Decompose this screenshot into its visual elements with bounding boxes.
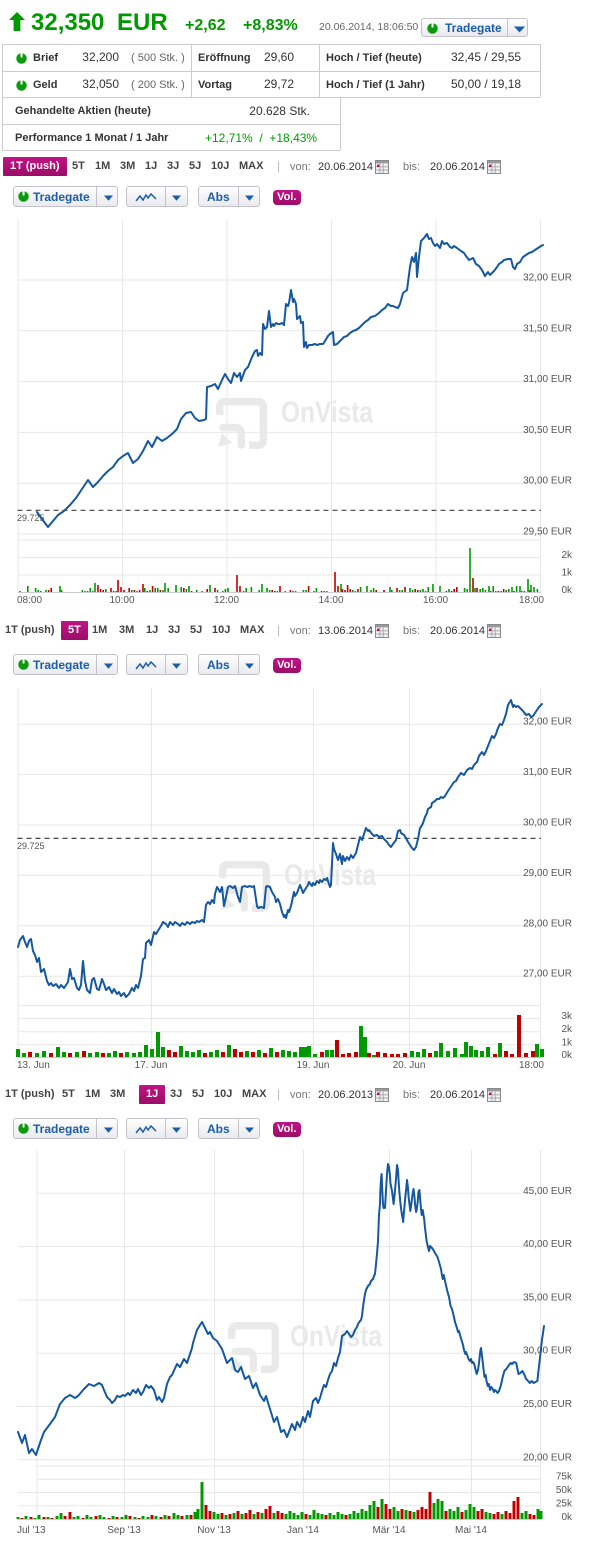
svg-text:0k: 0k	[561, 1050, 573, 1061]
svg-text:Nov '13: Nov '13	[197, 1525, 231, 1536]
svg-text:18:00: 18:00	[519, 1060, 544, 1071]
svg-text:0k: 0k	[561, 585, 573, 596]
svg-text:50k: 50k	[556, 1485, 573, 1496]
svg-text:29,50 EUR: 29,50 EUR	[523, 527, 572, 538]
svg-text:28,00 EUR: 28,00 EUR	[523, 918, 572, 929]
svg-text:31,00 EUR: 31,00 EUR	[523, 374, 572, 385]
svg-text:35,00 EUR: 35,00 EUR	[523, 1292, 572, 1303]
svg-text:10:00: 10:00	[109, 595, 134, 606]
svg-text:Sep '13: Sep '13	[107, 1525, 141, 1536]
svg-text:32,00 EUR: 32,00 EUR	[523, 717, 572, 728]
svg-text:20,00 EUR: 20,00 EUR	[523, 1452, 572, 1463]
svg-text:08:00: 08:00	[17, 595, 42, 606]
svg-text:30,00 EUR: 30,00 EUR	[523, 476, 572, 487]
svg-text:27,00 EUR: 27,00 EUR	[523, 969, 572, 980]
svg-text:40,00 EUR: 40,00 EUR	[523, 1239, 572, 1250]
svg-text:3k: 3k	[561, 1011, 573, 1022]
svg-text:1k: 1k	[561, 568, 573, 579]
svg-text:29,00 EUR: 29,00 EUR	[523, 868, 572, 879]
svg-text:2k: 2k	[561, 1024, 573, 1035]
svg-text:14:00: 14:00	[318, 595, 343, 606]
svg-text:25k: 25k	[556, 1498, 573, 1509]
svg-text:30,50 EUR: 30,50 EUR	[523, 425, 572, 436]
svg-text:2k: 2k	[561, 550, 573, 561]
svg-text:OnVista: OnVista	[281, 396, 373, 429]
svg-text:1k: 1k	[561, 1037, 573, 1048]
svg-text:17. Jun: 17. Jun	[135, 1060, 168, 1071]
svg-text:16:00: 16:00	[423, 595, 448, 606]
svg-text:29.725: 29.725	[17, 513, 45, 523]
svg-text:29.725: 29.725	[17, 841, 45, 851]
svg-text:30,00 EUR: 30,00 EUR	[523, 818, 572, 829]
svg-text:45,00 EUR: 45,00 EUR	[523, 1186, 572, 1197]
svg-text:Jul '13: Jul '13	[17, 1525, 46, 1536]
svg-text:30,00 EUR: 30,00 EUR	[523, 1346, 572, 1357]
svg-text:13. Jun: 13. Jun	[17, 1060, 50, 1071]
svg-text:0k: 0k	[561, 1512, 573, 1523]
svg-text:31,50 EUR: 31,50 EUR	[523, 323, 572, 334]
svg-text:20. Jun: 20. Jun	[393, 1060, 426, 1071]
svg-text:Mär '14: Mär '14	[372, 1525, 405, 1536]
svg-text:OnVista: OnVista	[290, 1320, 382, 1353]
svg-text:32,00 EUR: 32,00 EUR	[523, 273, 572, 284]
svg-text:12:00: 12:00	[214, 595, 239, 606]
svg-text:Jan '14: Jan '14	[287, 1525, 319, 1536]
svg-text:31,00 EUR: 31,00 EUR	[523, 767, 572, 778]
svg-text:19. Jun: 19. Jun	[297, 1060, 330, 1071]
svg-text:18:00: 18:00	[519, 595, 544, 606]
svg-text:75k: 75k	[556, 1472, 573, 1483]
svg-text:25,00 EUR: 25,00 EUR	[523, 1399, 572, 1410]
svg-text:Mai '14: Mai '14	[455, 1525, 487, 1536]
